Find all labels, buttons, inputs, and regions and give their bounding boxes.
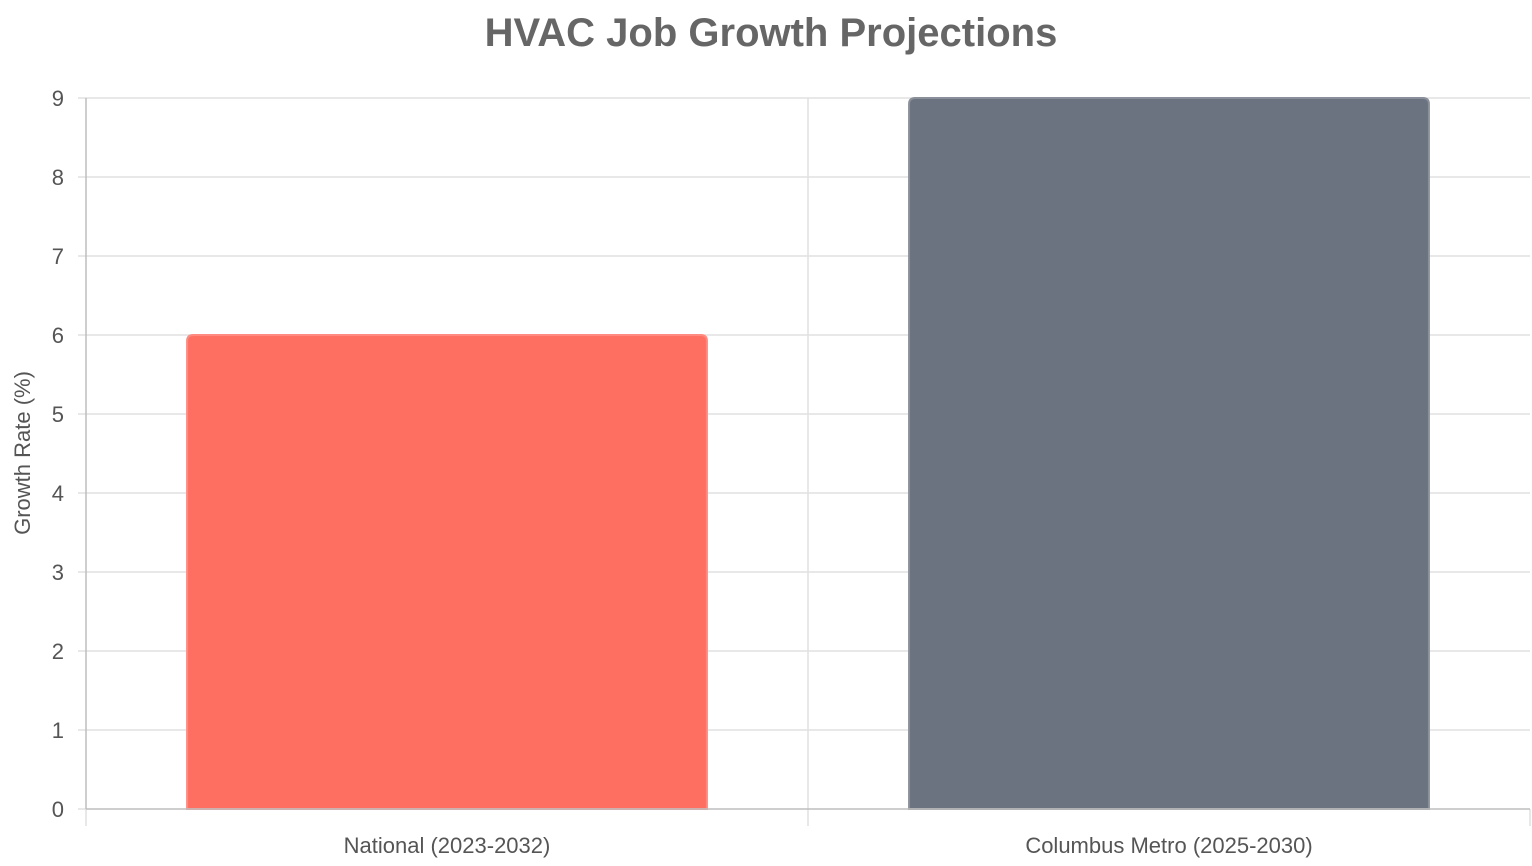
y-tick-label: 3 — [52, 560, 64, 585]
y-tick-label: 0 — [52, 797, 64, 822]
bars — [186, 97, 1430, 810]
y-tick-label: 6 — [52, 323, 64, 348]
axes — [78, 97, 1531, 826]
y-axis-title: Growth Rate (%) — [10, 371, 35, 535]
y-tick-label: 4 — [52, 481, 64, 506]
y-tick-label: 7 — [52, 244, 64, 269]
y-tick-labels: 0 1 2 3 4 5 6 7 8 9 — [52, 86, 64, 822]
bar-0 — [186, 334, 708, 810]
y-tick-label: 8 — [52, 165, 64, 190]
bar-1 — [908, 97, 1430, 810]
chart-title: HVAC Job Growth Projections — [485, 11, 1058, 55]
x-tick-label: Columbus Metro (2025-2030) — [1025, 833, 1312, 858]
y-tick-label: 1 — [52, 718, 64, 743]
y-tick-label: 2 — [52, 639, 64, 664]
y-tick-label: 5 — [52, 402, 64, 427]
x-tick-label: National (2023-2032) — [344, 833, 551, 858]
x-tick-labels: National (2023-2032) Columbus Metro (2025… — [344, 833, 1313, 858]
y-tick-label: 9 — [52, 86, 64, 111]
